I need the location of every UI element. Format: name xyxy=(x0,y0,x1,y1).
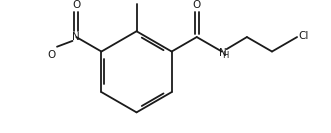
Text: N: N xyxy=(72,32,80,42)
Text: Cl: Cl xyxy=(298,31,308,41)
Text: O: O xyxy=(47,50,55,60)
Text: H: H xyxy=(222,51,229,60)
Text: O: O xyxy=(72,0,80,10)
Text: O: O xyxy=(193,0,201,10)
Text: N: N xyxy=(219,47,227,57)
